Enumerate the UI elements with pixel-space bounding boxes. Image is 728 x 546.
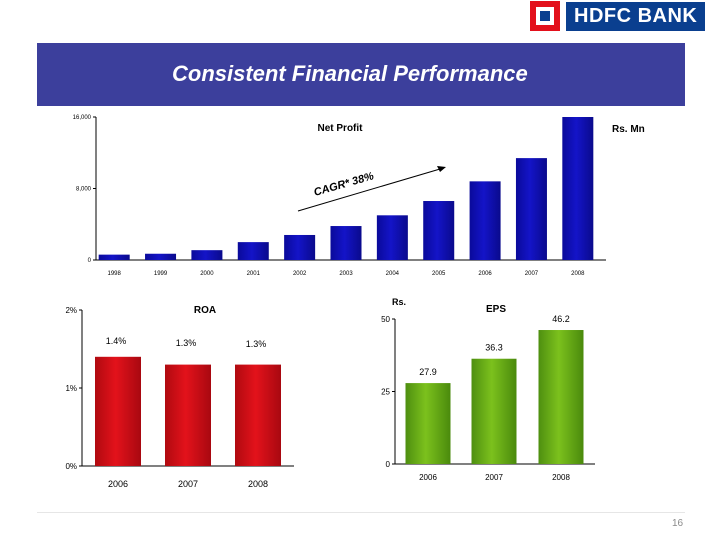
logo-text: HDFC BANK: [566, 1, 706, 31]
eps-bar: [538, 330, 584, 464]
net-profit-x-tick-label: 2005: [432, 271, 446, 277]
net-profit-bar: [145, 253, 177, 260]
net-profit-title: Net Profit: [318, 123, 364, 134]
eps-bar: [471, 358, 517, 464]
roa-x-tick-label: 2006: [108, 479, 128, 489]
net-profit-bar: [98, 254, 130, 260]
eps-x-tick-label: 2007: [485, 473, 503, 482]
net-profit-bar: [237, 242, 269, 260]
net-profit-y-tick-label: 8,000: [76, 187, 92, 193]
eps-unit-label: Rs.: [392, 297, 406, 307]
title-banner: Consistent Financial Performance: [37, 43, 685, 106]
roa-data-label: 1.4%: [106, 336, 127, 346]
net-profit-x-tick-label: 2004: [386, 271, 400, 277]
net-profit-x-tick-label: 2006: [478, 271, 492, 277]
slide-title: Consistent Financial Performance: [172, 61, 528, 86]
eps-title: EPS: [486, 304, 506, 315]
roa-y-tick-label: 2%: [65, 306, 77, 315]
eps-y-tick-label: 50: [381, 315, 390, 324]
net-profit-unit-label: Rs. Mn: [612, 124, 645, 135]
roa-y-tick-label: 0%: [65, 462, 77, 471]
eps-y-tick-label: 25: [381, 388, 390, 397]
net-profit-bar: [191, 250, 223, 260]
net-profit-x-tick-label: 2001: [247, 271, 261, 277]
net-profit-x-tick-label: 2003: [339, 271, 353, 277]
net-profit-bar: [562, 117, 594, 260]
eps-data-label: 36.3: [485, 343, 503, 353]
roa-y-tick-label: 1%: [65, 384, 77, 393]
roa-title: ROA: [194, 305, 216, 316]
roa-bar: [165, 364, 211, 466]
cagr-arrow-head-icon: [437, 166, 446, 172]
eps-y-tick-label: 0: [386, 460, 391, 469]
net-profit-x-tick-label: 1999: [154, 271, 168, 277]
net-profit-bar: [376, 215, 408, 260]
net-profit-y-tick-label: 16,000: [73, 115, 92, 121]
cagr-arrow-line: [297, 168, 441, 212]
hdfc-logo: HDFC BANK: [530, 0, 706, 32]
eps-data-label: 27.9: [419, 367, 437, 377]
net-profit-x-tick-label: 1998: [108, 271, 122, 277]
net-profit-x-tick-label: 2000: [200, 271, 214, 277]
roa-x-tick-label: 2007: [178, 479, 198, 489]
cagr-annotation: CAGR* 38%: [313, 170, 376, 199]
net-profit-x-tick-label: 2008: [571, 271, 585, 277]
eps-bar: [405, 383, 451, 464]
net-profit-x-tick-label: 2002: [293, 271, 307, 277]
net-profit-bar: [284, 234, 316, 260]
eps-x-tick-label: 2008: [552, 473, 570, 482]
roa-x-tick-label: 2008: [248, 479, 268, 489]
net-profit-y-tick-label: 0: [88, 258, 92, 264]
eps-data-label: 46.2: [552, 314, 570, 324]
roa-data-label: 1.3%: [246, 339, 267, 349]
page-number: 16: [672, 518, 684, 529]
net-profit-bar: [330, 226, 362, 260]
hdfc-logo-mark-icon: [530, 1, 560, 31]
net-profit-bar: [423, 201, 455, 260]
roa-bar: [235, 364, 281, 466]
roa-bar: [95, 356, 141, 466]
net-profit-bar: [515, 158, 547, 260]
roa-data-label: 1.3%: [176, 338, 197, 348]
net-profit-x-tick-label: 2007: [525, 271, 539, 277]
net-profit-bar: [469, 181, 501, 260]
eps-x-tick-label: 2006: [419, 473, 437, 482]
footer-divider: [37, 512, 685, 513]
